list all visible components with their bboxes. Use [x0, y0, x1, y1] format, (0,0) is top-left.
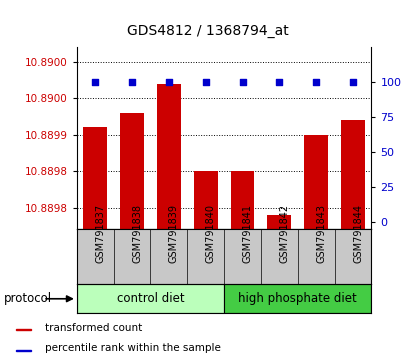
- Bar: [231, 171, 254, 229]
- Text: GSM791839: GSM791839: [169, 204, 179, 263]
- Text: GDS4812 / 1368794_at: GDS4812 / 1368794_at: [127, 24, 288, 38]
- Bar: [17, 350, 31, 351]
- Bar: [224, 284, 371, 313]
- Bar: [267, 215, 291, 229]
- Point: [276, 79, 283, 85]
- Bar: [77, 284, 224, 313]
- Point: [313, 79, 320, 85]
- Text: control diet: control diet: [117, 292, 184, 305]
- Point: [92, 79, 98, 85]
- Text: transformed count: transformed count: [45, 323, 142, 333]
- Bar: [194, 171, 217, 229]
- Text: GSM791837: GSM791837: [95, 204, 105, 263]
- Text: percentile rank within the sample: percentile rank within the sample: [45, 343, 221, 353]
- Text: GSM791844: GSM791844: [353, 204, 363, 263]
- Text: GSM791841: GSM791841: [242, 204, 252, 263]
- Point: [203, 79, 209, 85]
- Text: GSM791838: GSM791838: [132, 204, 142, 263]
- Text: protocol: protocol: [4, 292, 52, 305]
- Text: GSM791843: GSM791843: [316, 204, 326, 263]
- Bar: [120, 113, 144, 229]
- Text: GSM791842: GSM791842: [279, 204, 289, 263]
- Bar: [341, 120, 365, 229]
- Bar: [83, 127, 107, 229]
- Bar: [304, 135, 328, 229]
- Point: [166, 79, 172, 85]
- Text: high phosphate diet: high phosphate diet: [238, 292, 357, 305]
- Bar: [17, 329, 31, 330]
- Point: [350, 79, 356, 85]
- Text: GSM791840: GSM791840: [206, 204, 216, 263]
- Point: [239, 79, 246, 85]
- Point: [129, 79, 135, 85]
- Bar: [157, 84, 181, 229]
